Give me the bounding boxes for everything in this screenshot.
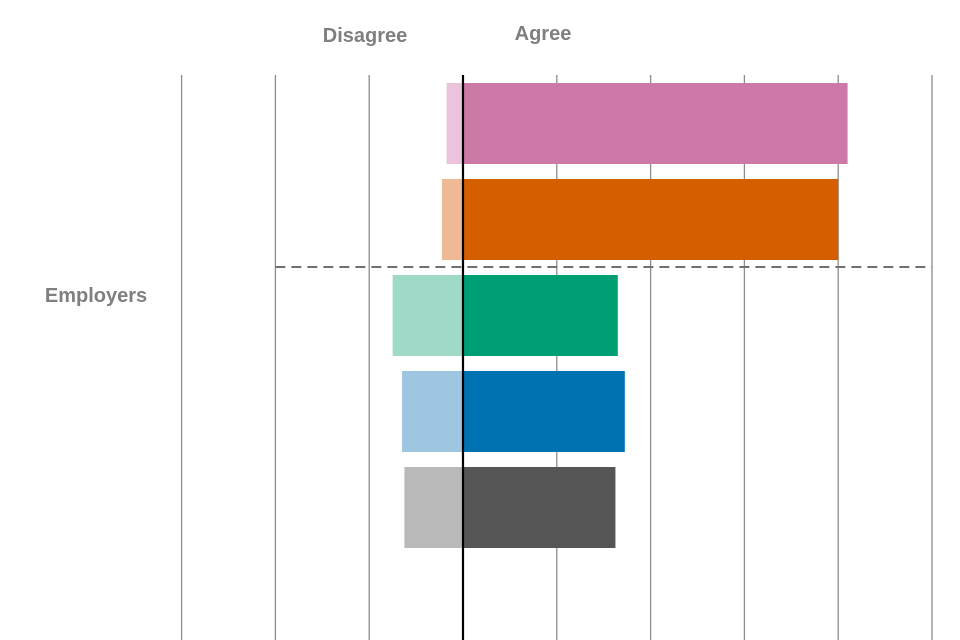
bar-agree [463, 467, 616, 548]
bar-disagree [402, 371, 463, 452]
bar-agree [463, 83, 848, 164]
bar-disagree [404, 467, 463, 548]
disagree-header: Disagree [323, 25, 408, 47]
group-label-employers: Employers [45, 285, 147, 307]
bar-disagree [392, 275, 463, 356]
bar-agree [463, 371, 625, 452]
gridlines [180, 75, 933, 640]
bar-agree [463, 179, 839, 260]
bars [392, 83, 848, 548]
bar-agree [463, 275, 618, 356]
agree-header: Agree [515, 23, 572, 45]
bar-disagree [446, 83, 463, 164]
bar-disagree [441, 179, 463, 260]
